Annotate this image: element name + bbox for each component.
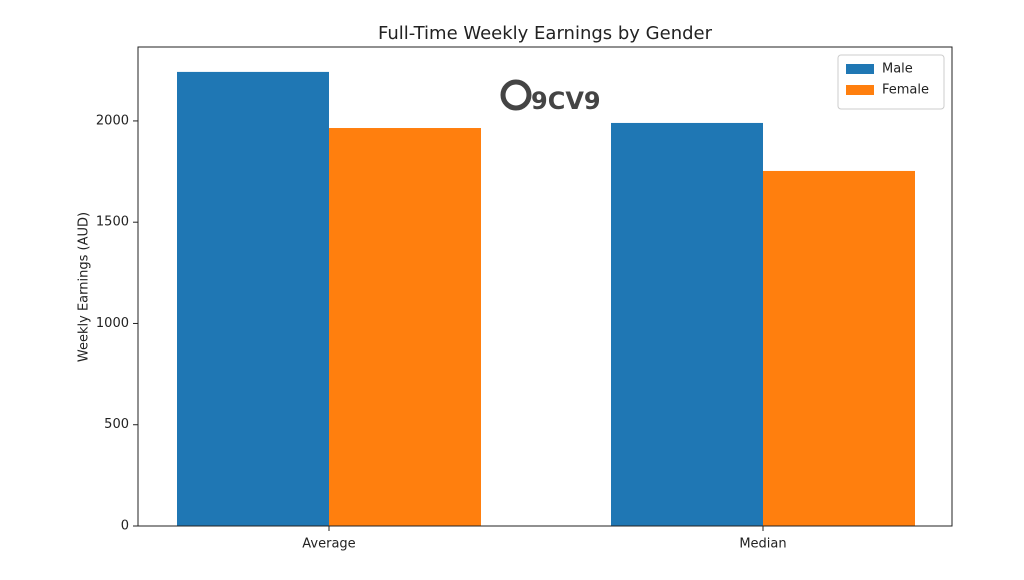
legend-swatch [846,64,874,74]
y-tick-label: 0 [121,519,129,534]
legend-label: Female [882,83,929,98]
bar [329,128,481,526]
chart-title: Full-Time Weekly Earnings by Gender [378,23,713,44]
watermark-icon [500,79,532,111]
legend-swatch [846,85,874,95]
watermark-group: 9CV9 [500,79,601,115]
watermark: 9CV9 [531,87,601,115]
y-tick-label: 500 [104,417,129,432]
y-tick-label: 1500 [96,215,129,230]
legend-label: Male [882,62,913,77]
plot-frame [137,46,953,527]
bar [177,71,329,526]
y-tick-label: 2000 [96,113,129,128]
y-axis-label: Weekly Earnings (AUD) [77,212,92,362]
bar [611,122,763,526]
bar [763,170,915,526]
y-tick-label: 1000 [96,316,129,331]
x-tick-label: Average [302,537,355,552]
x-tick-label: Median [739,537,786,552]
